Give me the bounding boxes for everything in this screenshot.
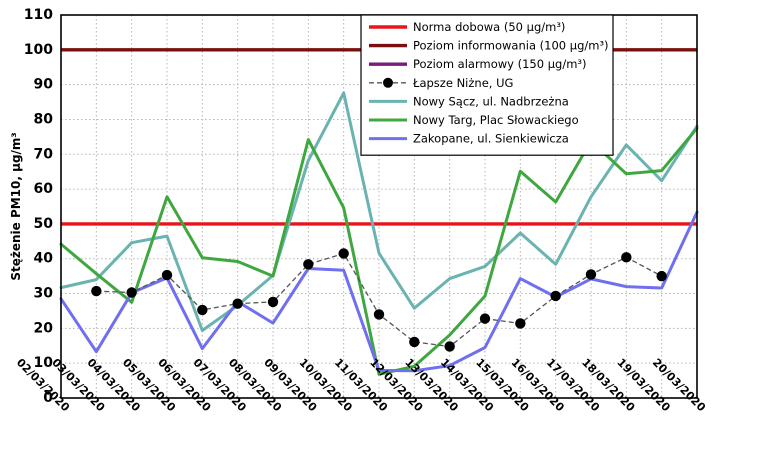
y-tick-label-1: 10 [34, 355, 54, 371]
series-0-point-12 [479, 313, 491, 324]
legend: Norma dobowa (50 µg/m³) Poziom informowan… [360, 14, 614, 156]
series-0-point-9 [373, 309, 385, 320]
y-tick-label-5: 50 [34, 216, 54, 232]
y-tick-label-9: 90 [34, 77, 54, 93]
legend-entry-1: Poziom informowania (100 µg/m³) [369, 39, 609, 53]
y-axis-label: Stężenie PM10, µg/m³ [9, 132, 23, 280]
y-tick-labels: 0 10 20 30 40 50 60 70 80 90 100 110 [24, 7, 53, 406]
legend-entry-3: Łapsze Niżne, UG [369, 76, 513, 90]
y-tick-label-0: 0 [43, 390, 53, 406]
legend-label-6: Zakopane, ul. Sienkiewicza [413, 132, 569, 146]
legend-label-0: Norma dobowa (50 µg/m³) [413, 20, 565, 34]
legend-label-2: Poziom alarmowy (150 µg/m³) [413, 57, 587, 71]
series-0-point-3 [161, 269, 173, 281]
legend-label-5: Nowy Targ, Plac Słowackiego [413, 113, 579, 127]
series-lines [59, 91, 699, 376]
y-tick-label-7: 70 [34, 146, 54, 162]
y-tick-label-4: 40 [34, 251, 54, 267]
y-tick-label-6: 60 [34, 181, 54, 197]
series-0-point-14 [550, 290, 561, 302]
legend-marker-3 [383, 77, 393, 88]
series-0-point-13 [515, 318, 526, 329]
y-tick-label-8: 80 [34, 111, 54, 127]
legend-label-1: Poziom informowania (100 µg/m³) [413, 39, 609, 53]
legend-entry-6: Zakopane, ul. Sienkiewicza [369, 132, 569, 146]
legend-label-4: Nowy Sącz, ul. Nadbrzeżna [413, 94, 569, 108]
series-0-point-11 [444, 341, 455, 352]
series-0-point-6 [267, 296, 279, 308]
series-0-point-2 [126, 287, 137, 298]
series-0-point-15 [585, 269, 597, 280]
legend-label-3: Łapsze Niżne, UG [412, 76, 513, 90]
series-line-1 [59, 91, 699, 332]
series-0-point-5 [232, 298, 243, 309]
legend-entry-0: Norma dobowa (50 µg/m³) [369, 20, 565, 34]
series-0-point-8 [338, 248, 349, 259]
series-0-point-1 [91, 285, 102, 297]
series-0-point-17 [656, 270, 667, 282]
legend-entry-5: Nowy Targ, Plac Słowackiego [369, 113, 579, 127]
legend-entry-2: Poziom alarmowy (150 µg/m³) [369, 57, 587, 71]
y-tick-label-2: 20 [34, 320, 54, 336]
y-tick-label-10: 100 [24, 42, 53, 58]
x-tick-labels: 02/03/202003/03/202004/03/202005/03/2020… [14, 356, 708, 414]
legend-box [360, 14, 614, 156]
y-tick-label-3: 30 [34, 286, 54, 302]
series-0-point-16 [621, 252, 632, 263]
y-tick-label-11: 110 [24, 7, 53, 23]
series-0-point-7 [303, 259, 314, 270]
series-0-point-4 [197, 304, 208, 316]
legend-entry-4: Nowy Sącz, ul. Nadbrzeżna [369, 94, 569, 108]
series-0-point-10 [409, 336, 420, 348]
